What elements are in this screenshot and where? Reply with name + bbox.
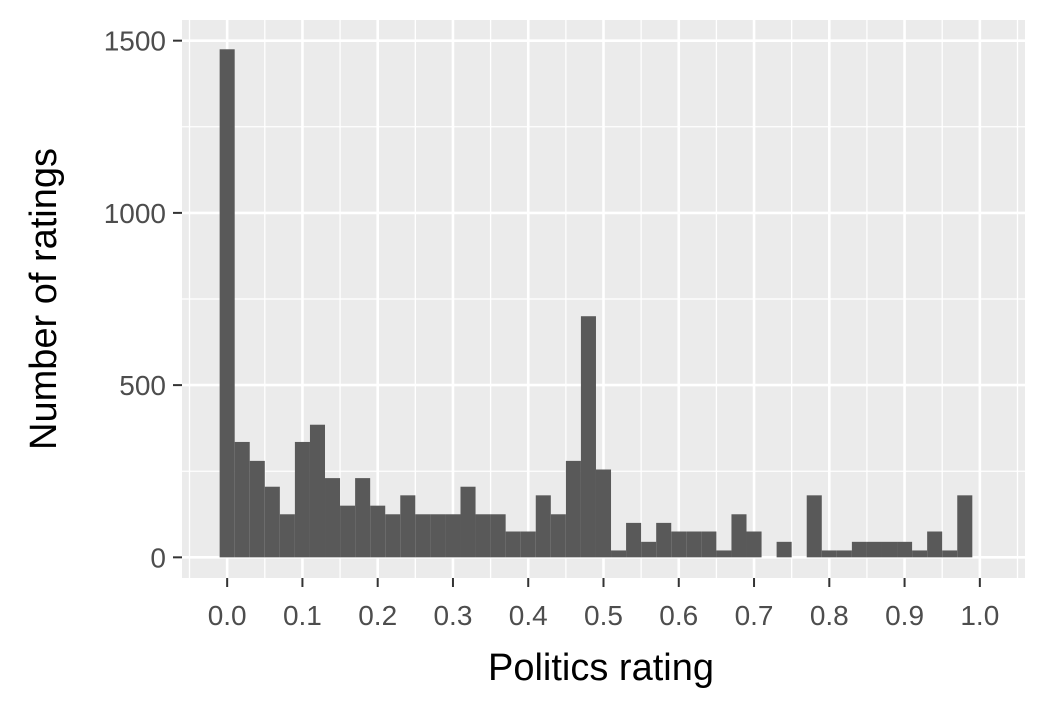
histogram-bar — [505, 531, 521, 558]
x-tick-label: 0.7 — [735, 600, 774, 631]
histogram-bar — [641, 541, 657, 558]
y-tick-label: 1500 — [104, 26, 166, 57]
histogram-bar — [219, 49, 235, 558]
histogram-bar — [415, 514, 431, 558]
histogram-bar — [595, 469, 612, 558]
histogram-bar — [294, 441, 310, 558]
histogram-bar — [550, 514, 566, 558]
x-tick-label: 0.2 — [358, 600, 397, 631]
histogram-bar — [851, 541, 867, 558]
histogram-bar — [701, 531, 717, 558]
histogram-bar — [309, 424, 326, 558]
histogram-bar — [881, 541, 898, 558]
y-tick-label: 0 — [150, 542, 166, 573]
histogram-bar — [866, 541, 882, 558]
x-tick-label: 0.0 — [208, 600, 247, 631]
histogram-bar — [897, 541, 913, 558]
x-axis-title: Politics rating — [488, 647, 714, 689]
y-axis: 0 500 1000 1500 — [104, 26, 182, 573]
histogram-bar — [445, 514, 461, 558]
histogram-bar — [325, 478, 341, 558]
x-axis: 0.0 0.1 0.2 0.3 0.4 0.5 0.6 0.7 0.8 0.9 1.0 — [208, 578, 999, 631]
x-tick-label: 1.0 — [960, 600, 999, 631]
x-tick-label: 0.5 — [584, 600, 623, 631]
x-tick-label: 0.8 — [810, 600, 849, 631]
histogram-bar — [475, 514, 491, 558]
histogram-bar — [776, 541, 792, 558]
histogram-bar — [656, 522, 672, 558]
histogram-bar — [580, 316, 596, 558]
histogram-bar — [626, 522, 642, 558]
histogram-bar — [430, 514, 446, 558]
histogram-bar — [279, 514, 295, 558]
histogram-bar — [806, 495, 822, 558]
histogram-bar — [927, 531, 943, 558]
x-tick-label: 0.6 — [659, 600, 698, 631]
y-axis-title: Number of ratings — [23, 148, 65, 450]
x-tick-label: 0.9 — [885, 600, 924, 631]
histogram-bar — [535, 495, 551, 558]
histogram-bar — [340, 505, 356, 558]
histogram-bar — [490, 514, 506, 558]
histogram-bar — [836, 550, 852, 558]
y-tick-label: 500 — [119, 370, 166, 401]
histogram-bars — [219, 49, 973, 558]
histogram-bar — [385, 514, 401, 558]
x-tick-label: 0.3 — [433, 600, 472, 631]
histogram-bar — [249, 460, 265, 558]
histogram-bar — [611, 550, 627, 558]
histogram-bar — [686, 531, 702, 558]
histogram-bar — [942, 550, 958, 558]
histogram-bar — [671, 531, 687, 558]
y-tick-label: 1000 — [104, 198, 166, 229]
histogram-bar — [716, 550, 732, 558]
histogram-bar — [912, 550, 928, 558]
histogram-bar — [370, 505, 386, 558]
histogram-bar — [957, 495, 973, 558]
histogram-bar — [565, 460, 581, 558]
x-tick-label: 0.4 — [509, 600, 548, 631]
histogram-bar — [821, 550, 837, 558]
histogram-bar — [731, 514, 747, 558]
histogram-bar — [520, 531, 536, 558]
histogram-bar — [264, 486, 280, 558]
histogram-bar — [400, 495, 416, 558]
histogram-bar — [746, 531, 762, 558]
x-tick-label: 0.1 — [283, 600, 322, 631]
histogram-bar — [234, 441, 250, 558]
histogram-bar — [355, 478, 371, 558]
histogram-bar — [460, 486, 476, 558]
